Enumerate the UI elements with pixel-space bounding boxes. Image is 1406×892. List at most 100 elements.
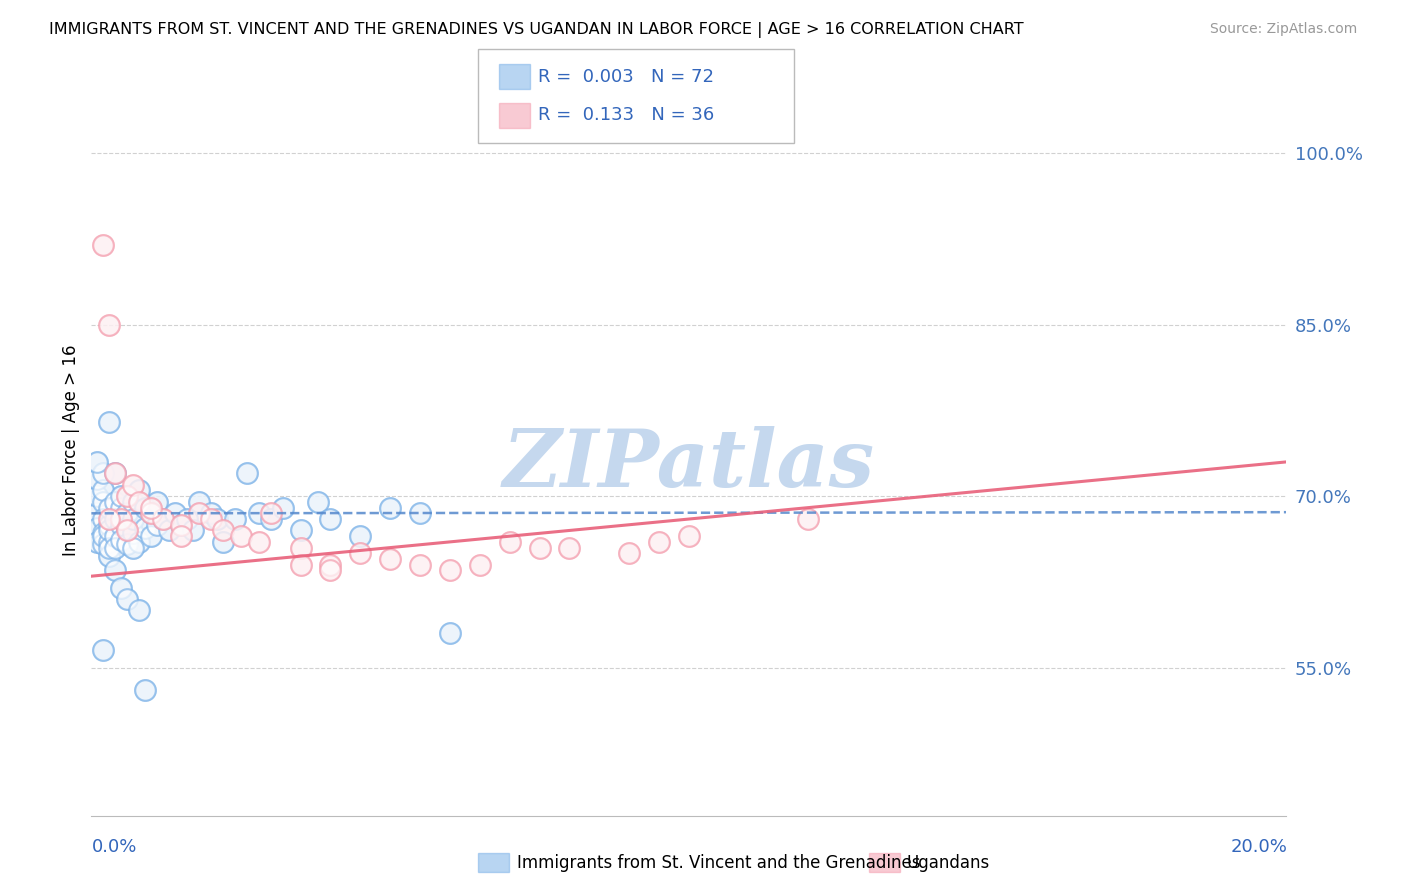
Point xyxy=(93,512,115,526)
Point xyxy=(224,512,246,526)
Point xyxy=(188,495,211,509)
Point xyxy=(134,683,156,698)
Point xyxy=(93,643,115,657)
Point xyxy=(98,524,121,538)
Point xyxy=(319,512,342,526)
Point xyxy=(134,500,156,515)
Point xyxy=(122,525,145,540)
Text: Immigrants from St. Vincent and the Grenadines: Immigrants from St. Vincent and the Gren… xyxy=(517,854,921,871)
Point xyxy=(163,506,186,520)
Point xyxy=(93,237,115,252)
Point xyxy=(110,581,132,595)
Point xyxy=(499,534,522,549)
Point xyxy=(176,512,198,526)
Point xyxy=(115,489,138,503)
Point xyxy=(115,524,138,538)
Text: 0.0%: 0.0% xyxy=(91,838,136,856)
Point xyxy=(319,564,342,578)
Point xyxy=(229,529,252,543)
Point xyxy=(678,529,700,543)
Point xyxy=(224,512,246,526)
Point xyxy=(247,506,270,520)
Point xyxy=(558,541,581,555)
Point xyxy=(98,534,121,549)
Point xyxy=(349,529,371,543)
Point xyxy=(229,529,252,543)
Point xyxy=(86,489,108,503)
Point xyxy=(104,495,127,509)
Point xyxy=(797,512,820,526)
Point xyxy=(134,521,156,535)
Point xyxy=(110,512,132,526)
Point xyxy=(619,546,641,560)
Point xyxy=(98,415,121,429)
Point xyxy=(115,537,138,551)
Text: R =  0.133   N = 36: R = 0.133 N = 36 xyxy=(538,106,714,124)
Point xyxy=(152,512,174,526)
Text: Ugandans: Ugandans xyxy=(907,854,990,871)
Point xyxy=(115,592,138,607)
Point xyxy=(468,558,491,572)
Point xyxy=(170,517,193,532)
Point xyxy=(115,489,138,503)
Point xyxy=(128,603,150,617)
Point xyxy=(141,506,163,520)
Point xyxy=(409,558,432,572)
Point xyxy=(558,541,581,555)
Point xyxy=(290,524,312,538)
Point xyxy=(200,512,222,526)
Point xyxy=(128,483,150,498)
Point xyxy=(259,512,281,526)
Text: ZIPatlas: ZIPatlas xyxy=(503,426,875,504)
Point xyxy=(104,564,127,578)
Point xyxy=(499,534,522,549)
Point xyxy=(235,467,259,481)
Point xyxy=(93,512,115,526)
Point xyxy=(409,506,432,520)
Point xyxy=(128,483,150,498)
Point xyxy=(141,506,163,520)
Point xyxy=(98,318,121,332)
Point xyxy=(146,495,169,509)
Point xyxy=(86,521,108,535)
Point xyxy=(98,512,121,526)
Point xyxy=(98,500,121,515)
Point xyxy=(115,521,138,535)
Point xyxy=(409,558,432,572)
Point xyxy=(86,489,108,503)
Point xyxy=(200,512,222,526)
Point xyxy=(259,512,281,526)
Point xyxy=(86,534,108,549)
Point xyxy=(439,626,461,640)
Point xyxy=(86,534,108,549)
Point xyxy=(211,524,233,538)
Point xyxy=(170,517,193,532)
Point xyxy=(86,506,108,520)
Point xyxy=(188,495,211,509)
Point xyxy=(110,500,132,515)
Point xyxy=(439,626,461,640)
Point xyxy=(98,517,121,532)
Point xyxy=(290,541,312,555)
Point xyxy=(380,500,402,515)
Text: R =  0.003   N = 72: R = 0.003 N = 72 xyxy=(538,68,714,86)
Point xyxy=(170,529,193,543)
Point xyxy=(104,495,127,509)
Point xyxy=(128,603,150,617)
Point xyxy=(98,318,121,332)
Point xyxy=(141,506,163,520)
Point xyxy=(93,537,115,551)
Point xyxy=(170,517,193,532)
Point xyxy=(98,549,121,563)
Point xyxy=(115,592,138,607)
Point xyxy=(93,467,115,481)
Point xyxy=(290,558,312,572)
Point xyxy=(319,558,342,572)
Point xyxy=(86,472,108,486)
Point xyxy=(319,564,342,578)
Point xyxy=(115,524,138,538)
Point xyxy=(110,517,132,532)
Point xyxy=(128,495,150,509)
Point xyxy=(122,512,145,526)
Point xyxy=(128,534,150,549)
